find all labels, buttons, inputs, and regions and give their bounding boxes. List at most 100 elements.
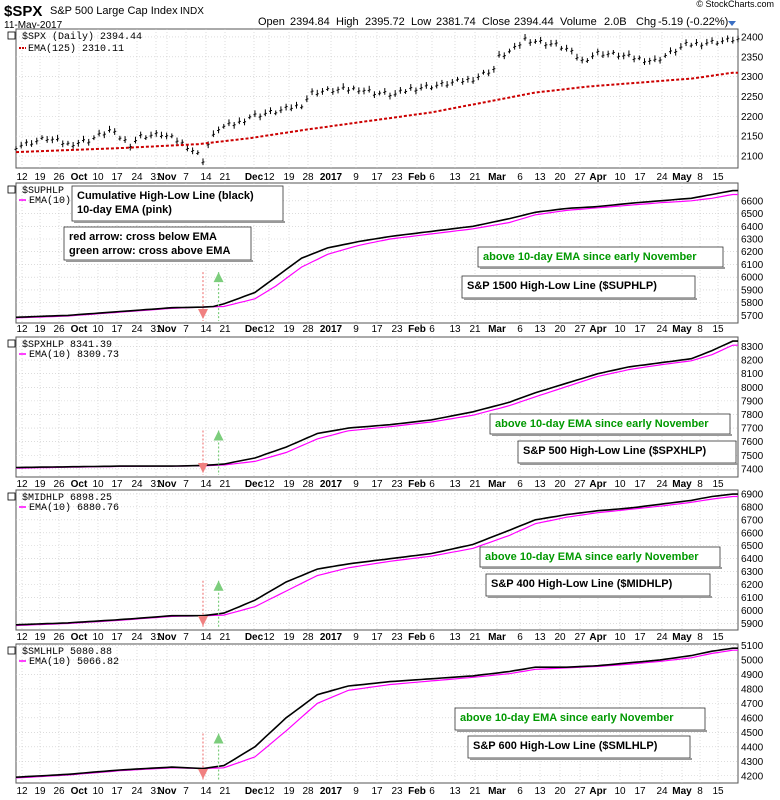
y-tick-label: 2350 [741, 52, 764, 63]
y-tick-label: 2200 [741, 112, 764, 123]
x-tick-label: 13 [449, 786, 461, 797]
x-tick-label: Nov [158, 324, 177, 335]
ema125-line [15, 71, 738, 154]
x-tick-label: 19 [34, 786, 46, 797]
x-tick-label: 7 [183, 479, 189, 490]
green-arrow-icon [213, 272, 224, 283]
x-tick-label: 17 [111, 324, 123, 335]
x-tick-label: Apr [589, 172, 606, 183]
legend-checkbox[interactable] [7, 339, 16, 348]
x-tick-label: 20 [554, 479, 566, 490]
x-tick-label: Mar [488, 786, 506, 797]
annotation-box: S&P 500 High-Low Line ($SPXHLP) [517, 440, 738, 465]
x-tick-label: 19 [283, 172, 295, 183]
chg-dropdown-icon[interactable] [728, 21, 736, 26]
x-tick-label: 21 [469, 324, 481, 335]
annotation-shadow [520, 463, 738, 465]
x-tick-label: 21 [469, 632, 481, 643]
x-tick-label: 12 [16, 479, 28, 490]
x-tick-label: 17 [371, 786, 383, 797]
y-tick-label: 4700 [741, 699, 764, 710]
x-tick-label: 2017 [320, 324, 343, 335]
y-tick-label: 6200 [741, 580, 764, 591]
annotation-text: red arrow: cross below EMA [69, 231, 217, 243]
x-tick-label: 24 [131, 632, 143, 643]
x-tick-label: 10 [92, 632, 104, 643]
x-tick-label: 10 [614, 786, 626, 797]
x-tick-label: 17 [634, 479, 646, 490]
chg-value: -5.19 (-0.22%) [658, 16, 728, 28]
chart-header: $SPX S&P 500 Large Cap Index INDX 11-May… [4, 3, 736, 31]
y-tick-label: 5900 [741, 619, 764, 630]
x-tick-label: 6 [517, 172, 523, 183]
x-tick-label: May [672, 479, 692, 490]
legend-series: $SPXHLP 8341.39 [22, 339, 112, 351]
x-tick-label: 6 [517, 324, 523, 335]
y-tick-label: 5800 [741, 298, 764, 309]
annotation-box: above 10-day EMA since early November [454, 707, 707, 732]
legend-checkbox[interactable] [7, 185, 16, 194]
x-tick-label: 9 [353, 632, 359, 643]
y-tick-label: 6900 [741, 489, 764, 500]
x-tick-label: 6 [517, 479, 523, 490]
x-tick-label: 19 [283, 324, 295, 335]
x-tick-label: 9 [353, 479, 359, 490]
x-tick-label: 19 [283, 479, 295, 490]
legend-checkbox[interactable] [7, 646, 16, 655]
close-label: Close [482, 16, 510, 28]
annotation-box: Cumulative High-Low Line (black) 10-day E… [71, 185, 285, 223]
x-tick-label: 13 [534, 479, 546, 490]
annotation-shadow [482, 567, 722, 569]
annotation-shadow [492, 434, 732, 436]
x-tick-label: May [672, 324, 692, 335]
y-tick-label: 8100 [741, 369, 764, 380]
y-tick-label: 6000 [741, 606, 764, 617]
y-tick-label: 6600 [741, 528, 764, 539]
x-tick-label: 12 [16, 786, 28, 797]
y-tick-label: 2300 [741, 72, 764, 83]
y-tick-label: 2100 [741, 152, 764, 163]
high-low-line [15, 493, 738, 626]
x-tick-label: 26 [53, 172, 65, 183]
x-tick-label: 24 [131, 172, 143, 183]
annotation-shadow [464, 298, 697, 300]
x-tick-label: 9 [353, 172, 359, 183]
y-tick-label: 8300 [741, 342, 764, 353]
legend-checkbox[interactable] [7, 492, 16, 501]
open-value: 2394.84 [290, 16, 330, 28]
y-tick-label: 4800 [741, 684, 764, 695]
legend-checkbox[interactable] [7, 31, 16, 40]
x-tick-label: 2017 [320, 172, 343, 183]
x-tick-label: 24 [656, 632, 668, 643]
x-tick-label: 17 [111, 479, 123, 490]
green-arrow-icon [213, 580, 224, 591]
x-tick-label: Mar [488, 632, 506, 643]
x-tick-label: May [672, 786, 692, 797]
x-tick-label: 10 [92, 786, 104, 797]
legend-ema: EMA(10) 8309.73 [29, 349, 119, 361]
x-tick-label: 27 [574, 479, 586, 490]
y-tick-label: 6300 [741, 235, 764, 246]
x-tick-label: 12 [16, 324, 28, 335]
x-tick-label: 10 [614, 479, 626, 490]
annotation-box: S&P 1500 High-Low Line ($SUPHLP) [461, 275, 697, 300]
x-tick-label: 2017 [320, 786, 343, 797]
x-tick-label: Nov [158, 172, 177, 183]
x-tick-label: 8 [697, 324, 703, 335]
x-tick-label: 15 [712, 324, 724, 335]
x-tick-label: 12 [263, 479, 275, 490]
x-tick-label: 28 [302, 324, 314, 335]
chart-panel-4: 5900 6000 6100 6200 6300 6400 6500 6600 6700 6800… [7, 489, 764, 643]
x-tick-label: 15 [712, 632, 724, 643]
x-tick-label: 2017 [320, 632, 343, 643]
annotation-text: S&P 600 High-Low Line ($SMLHLP) [473, 740, 658, 752]
green-arrow-icon [213, 430, 224, 441]
x-tick-label: 14 [200, 479, 212, 490]
x-tick-label: 6 [429, 172, 435, 183]
legend-ema: EMA(10) 6880.76 [29, 502, 119, 514]
x-tick-label: 13 [534, 172, 546, 183]
annotation-text: Cumulative High-Low Line (black) [77, 190, 254, 202]
legend-ema125: EMA(125) 2310.11 [28, 43, 124, 55]
